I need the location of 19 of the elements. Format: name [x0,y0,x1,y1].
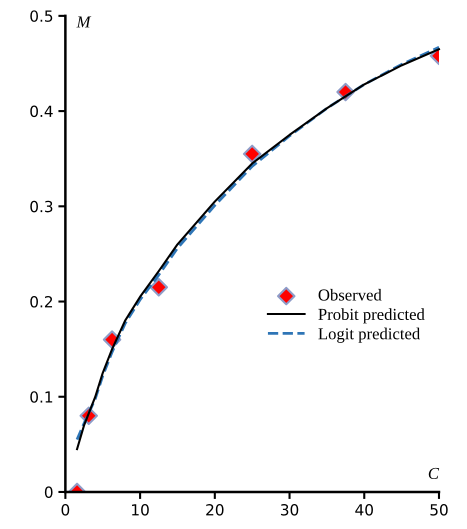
x-tick-label: 40 [355,504,373,516]
y-tick-label: 0.4 [30,106,53,118]
x-tick-label: 50 [430,504,448,516]
point [242,144,262,164]
x-tick-label: 20 [206,504,224,516]
x-tick-label: 10 [132,504,149,516]
x-tick-label: 30 [280,504,298,516]
y-tick-label: 0 [44,486,53,498]
legend-label: Observed [318,288,382,301]
y-tick-label: 0.5 [30,10,52,22]
y-axis-title: M [76,16,92,28]
y-tick-label: 0.3 [30,200,52,212]
y-tick-label: 0.2 [30,296,52,308]
point [150,278,168,297]
x-axis-title: C [428,468,440,480]
legend-label: Logit predicted [318,328,420,343]
y-tick-label: 0.1 [30,391,52,403]
legend-label: Probit predicted [318,308,425,324]
x-tick-label: 0 [62,504,70,516]
